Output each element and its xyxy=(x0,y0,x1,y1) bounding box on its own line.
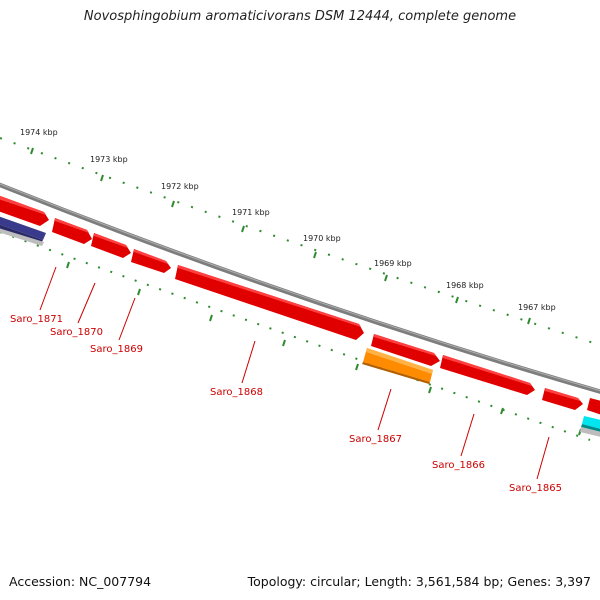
feature-purple xyxy=(0,216,46,246)
gene-arrow-saro-1866-a xyxy=(371,334,440,366)
kbp-label: 1973 kbp xyxy=(90,155,128,164)
gene-arrow-saro-1871 xyxy=(52,218,92,244)
gene-arrow-saro-1872 xyxy=(0,195,49,226)
gene-arrow-saro-1867 xyxy=(362,348,433,384)
gene-arrow-saro-1866 xyxy=(440,355,535,395)
kbp-label: 1969 kbp xyxy=(374,259,412,268)
genome-summary-text: Topology: circular; Length: 3,561,584 bp… xyxy=(247,574,591,589)
gene-label-saro-1865: Saro_1865 xyxy=(509,483,562,494)
genome-title: Novosphingobium aromaticivorans DSM 1244… xyxy=(83,9,517,24)
feature-cyan xyxy=(580,416,600,437)
gene-arrow-partial-right xyxy=(587,398,600,415)
kbp-label: 1968 kbp xyxy=(446,281,484,290)
inner-track-major-ticks xyxy=(66,261,582,436)
kbp-label: 1972 kbp xyxy=(161,182,199,191)
genome-backbone xyxy=(0,182,600,394)
gene-arrow-saro-1868 xyxy=(175,265,364,340)
kbp-major-ticks xyxy=(30,147,531,325)
accession-text: Accession: NC_007794 xyxy=(9,574,152,589)
gene-label-connectors xyxy=(39,266,550,480)
kbp-label: 1970 kbp xyxy=(303,234,341,243)
gene-arrow-saro-1869 xyxy=(131,249,171,273)
kbp-label: 1971 kbp xyxy=(232,208,270,217)
gene-label-saro-1866: Saro_1866 xyxy=(432,460,485,471)
kbp-label: 1974 kbp xyxy=(20,128,58,137)
gene-arrow-saro-1865 xyxy=(542,388,583,410)
kbp-label: 1967 kbp xyxy=(518,303,556,312)
gene-label-saro-1870: Saro_1870 xyxy=(50,327,103,338)
gene-label-saro-1871: Saro_1871 xyxy=(10,314,63,325)
gene-label-saro-1869: Saro_1869 xyxy=(90,344,143,355)
gene-label-saro-1868: Saro_1868 xyxy=(210,387,263,398)
gene-arrow-saro-1870 xyxy=(91,233,131,258)
gene-label-saro-1867: Saro_1867 xyxy=(349,434,402,445)
